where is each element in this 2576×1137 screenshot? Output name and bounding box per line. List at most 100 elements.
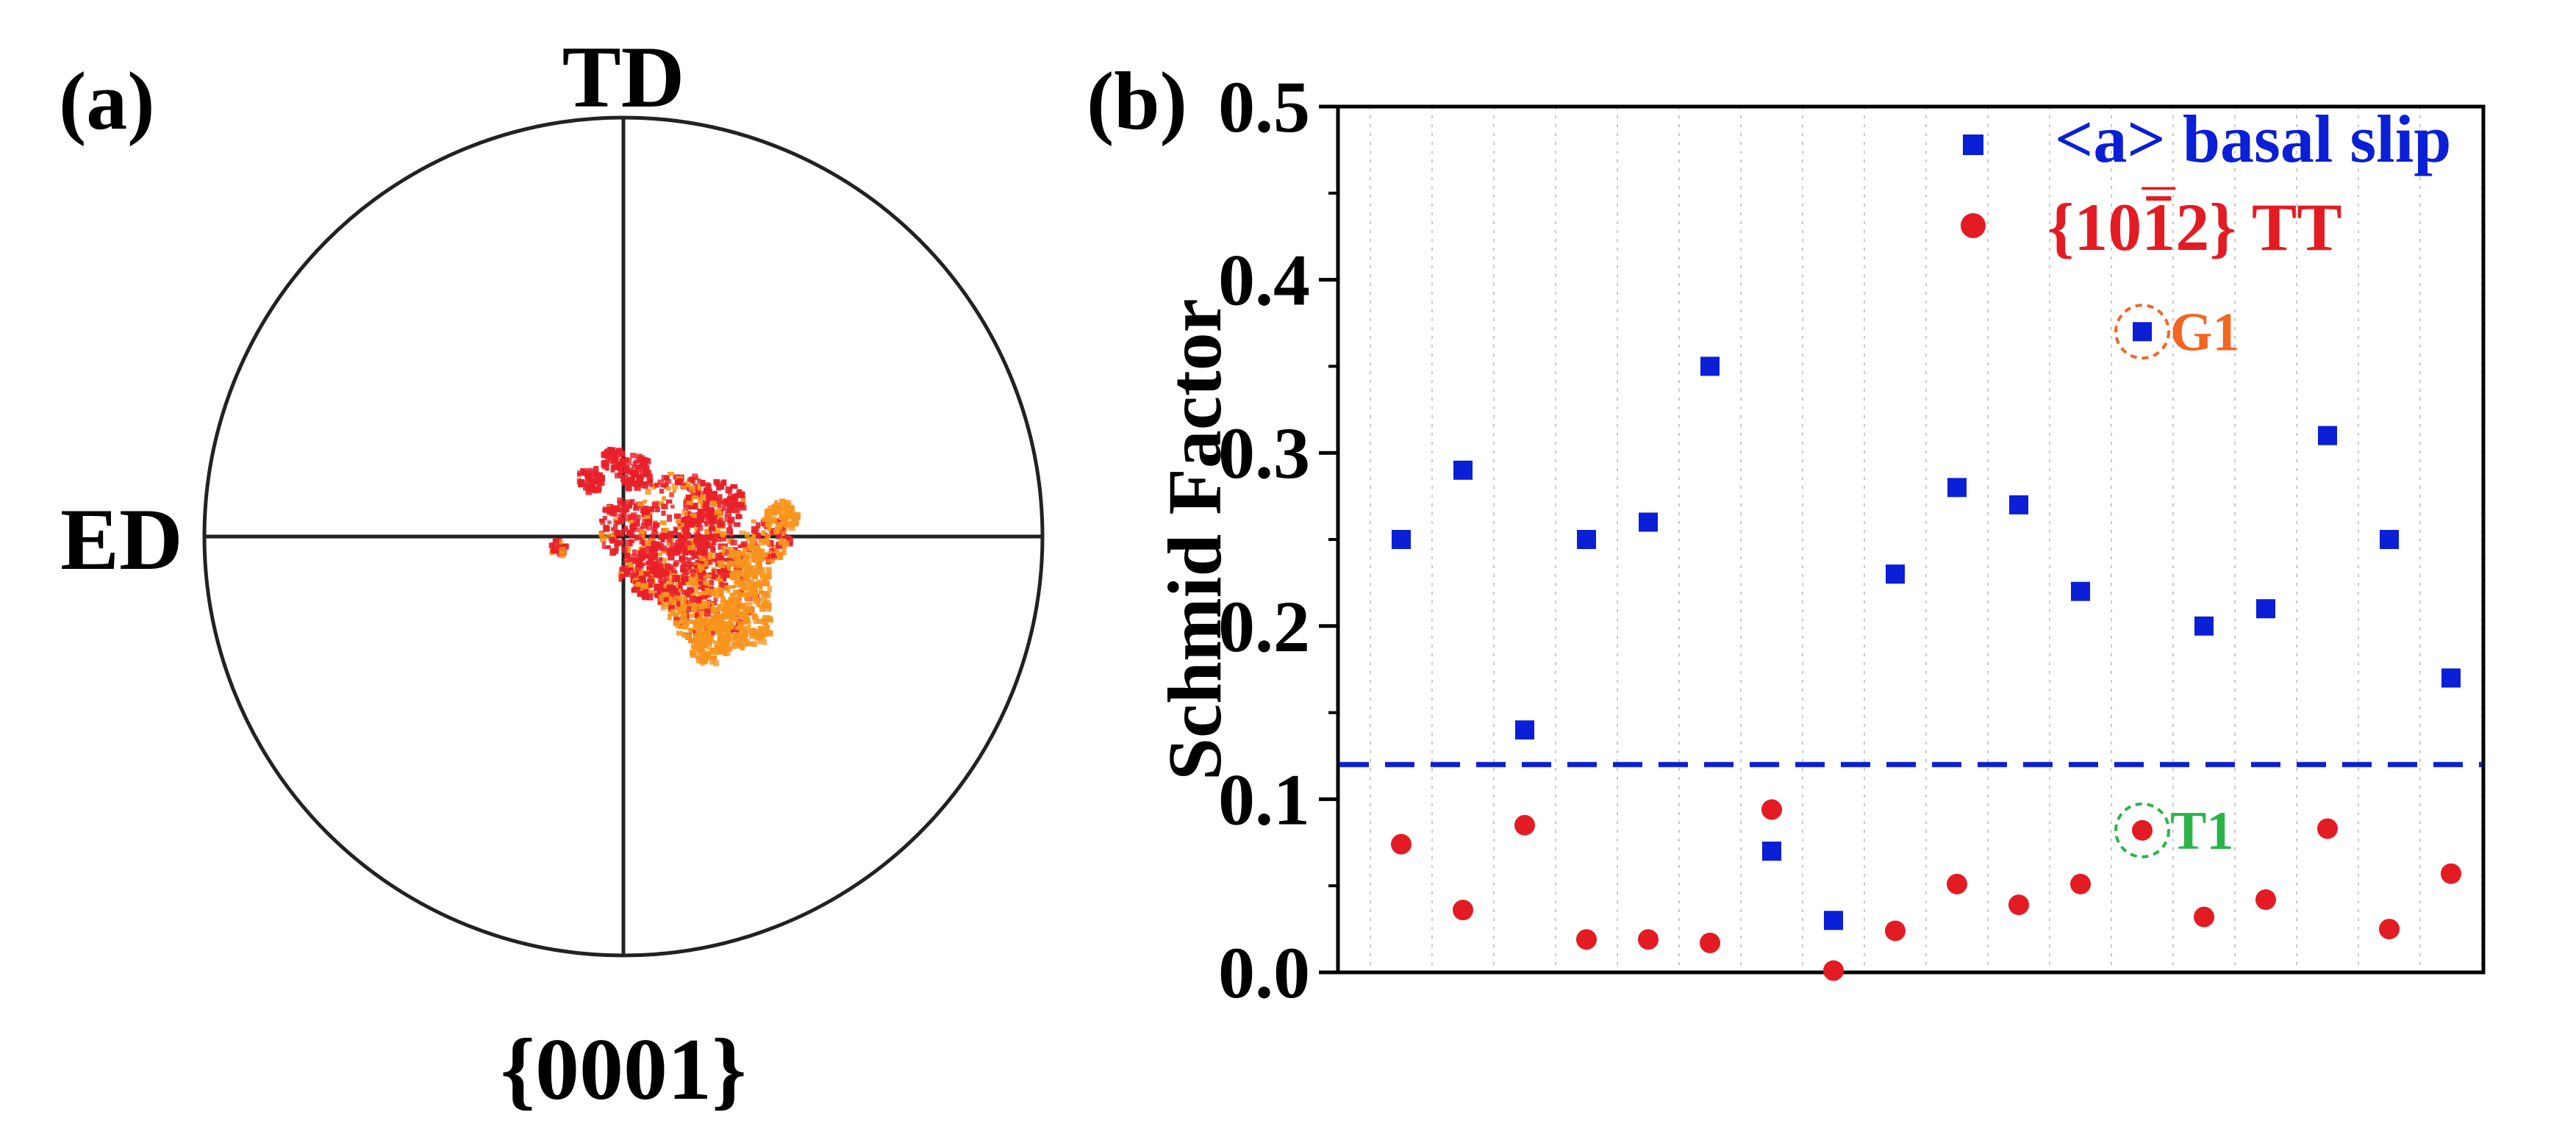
orientation-pixel — [688, 503, 695, 509]
basal-slip-point — [1824, 911, 1843, 930]
orientation-pixel — [700, 480, 705, 487]
orientation-pixel — [731, 637, 736, 642]
orientation-pixel — [643, 484, 648, 489]
legend-label-twin: {1012} TT — [2047, 190, 2342, 265]
legend-twin-overbar-digit: 1 — [2142, 190, 2175, 265]
plot-frame — [1336, 104, 2486, 975]
orientation-pixel — [702, 495, 709, 501]
orientation-pixel — [636, 560, 643, 565]
annotation-circle — [2114, 304, 2170, 360]
orientation-pixel — [718, 569, 723, 575]
basal-slip-point — [2194, 616, 2214, 636]
orientation-pixel — [712, 490, 718, 496]
orientation-pixel — [734, 500, 738, 507]
orientation-pixel — [603, 525, 609, 532]
orientation-pixel — [784, 540, 790, 546]
orientation-pixel — [677, 538, 684, 545]
orientation-pixel — [639, 537, 643, 545]
orientation-pixel — [630, 499, 635, 506]
orientation-pixel — [760, 519, 765, 527]
orientation-pixel — [690, 492, 695, 498]
orientation-pixel — [655, 559, 663, 567]
orientation-pixel — [734, 606, 743, 610]
orientation-pixel — [590, 480, 595, 488]
orientation-pixel — [710, 620, 716, 627]
orientation-pixel — [693, 564, 698, 569]
orientation-pixel — [679, 595, 687, 603]
orientation-pixel — [698, 592, 704, 596]
orientation-pixel — [610, 532, 617, 539]
orientation-pixel — [687, 545, 695, 550]
panel-a-label: (a) — [59, 56, 155, 147]
orientation-pixel — [728, 516, 735, 524]
orientation-pixel — [693, 582, 699, 589]
pole-figure-caption: {0001} — [501, 1020, 747, 1118]
twin-point — [1823, 960, 1844, 981]
orientation-pixel — [664, 597, 670, 602]
basal-slip-point — [1392, 530, 1411, 549]
legend-twin-prefix: {10 — [2047, 190, 2142, 265]
orientation-pixel — [593, 488, 598, 493]
orientation-pixel — [625, 483, 630, 489]
basal-slip-point — [2071, 581, 2090, 601]
orientation-pixel — [766, 606, 772, 612]
orientation-pixel — [758, 585, 762, 591]
orientation-pixel — [657, 479, 665, 485]
orientation-pixel — [756, 619, 763, 624]
orientation-pixel — [781, 548, 787, 556]
twin-point — [1885, 920, 1906, 941]
orientation-pixel — [712, 640, 720, 645]
orientation-pixel — [728, 615, 733, 622]
orientation-pixel — [703, 481, 711, 487]
orientation-pixel — [651, 484, 656, 490]
orientation-pixel — [637, 556, 643, 564]
orientation-pixel — [733, 507, 740, 514]
orientation-pixel — [754, 532, 761, 539]
orientation-pixel — [623, 514, 630, 522]
orientation-pixel — [703, 600, 707, 606]
orientation-pixel — [656, 543, 660, 550]
annotation-circle — [2114, 802, 2170, 858]
orientation-pixel — [626, 545, 632, 552]
orientation-pixel — [617, 497, 623, 503]
orientation-pixel — [765, 520, 770, 527]
orientation-pixel — [711, 628, 718, 633]
orientation-pixel — [692, 473, 698, 481]
orientation-pixel — [715, 613, 721, 621]
orientation-pixel — [726, 561, 731, 569]
orientation-pixel — [690, 574, 696, 578]
orientation-pixel — [619, 466, 626, 474]
orientation-pixel — [609, 548, 617, 556]
orientation-pixel — [743, 631, 748, 637]
orientation-pixel — [740, 543, 745, 548]
orientation-pixel — [679, 485, 687, 489]
panel-b: (b) 0.0 0.1 0.2 0.3 0.4 0.5 Schmid Factor G1 T… — [1087, 56, 2486, 1014]
orientation-pixel — [698, 564, 705, 572]
orientation-pixel — [687, 477, 692, 482]
orientation-pixel — [776, 518, 782, 525]
orientation-pixel — [757, 635, 762, 640]
orientation-pixel — [662, 496, 666, 501]
y-tick-label: 0.1 — [1218, 758, 1310, 840]
orientation-pixel — [727, 547, 734, 552]
orientation-pixel — [701, 608, 706, 614]
orientation-pixel — [725, 507, 732, 513]
orientation-pixel — [768, 505, 774, 509]
orientation-pixel — [619, 573, 626, 579]
orientation-pixel — [765, 602, 772, 609]
orientation-pixel — [729, 622, 735, 628]
orientation-pixel — [614, 539, 620, 544]
orientation-pixel — [748, 545, 752, 552]
orientation-pixel — [725, 637, 729, 644]
orientation-pixel — [675, 519, 682, 524]
orientation-pixel — [737, 489, 743, 496]
orientation-pixel — [778, 540, 784, 545]
orientation-pixel — [723, 585, 728, 592]
orientation-pixel — [603, 460, 609, 466]
orientation-pixel — [718, 574, 723, 581]
orientation-pixel — [643, 465, 650, 471]
orientation-pixel — [693, 537, 699, 544]
orientation-pixel — [709, 650, 715, 656]
orientation-pixel — [690, 539, 695, 546]
orientation-pixel — [602, 515, 607, 520]
